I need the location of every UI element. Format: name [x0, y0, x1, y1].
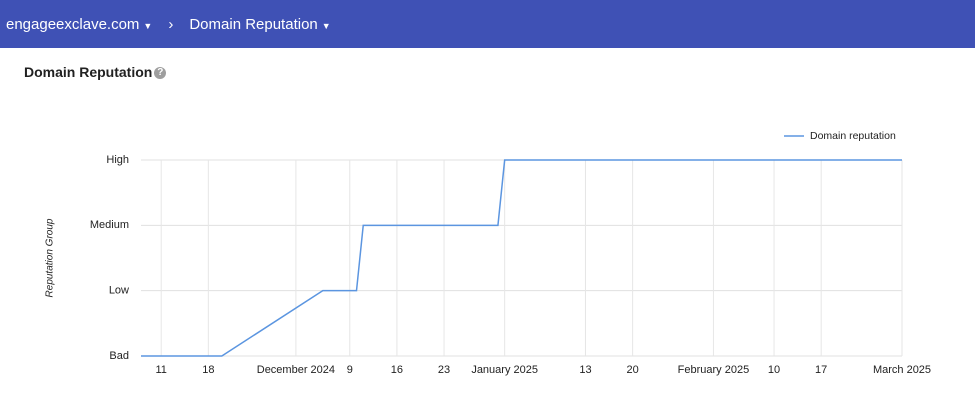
x-tick-label: 9: [347, 364, 353, 376]
x-tick-label: 16: [391, 364, 403, 376]
x-tick-label: March 2025: [873, 364, 931, 376]
x-tick-label: 13: [579, 364, 591, 376]
x-tick-label: December 2024: [257, 364, 335, 376]
x-tick-label: 10: [768, 364, 780, 376]
breadcrumb-separator: ›: [168, 15, 174, 33]
x-tick-label: January 2025: [471, 364, 538, 376]
site-name[interactable]: engageexclave.com: [6, 15, 140, 33]
page-selector[interactable]: Domain Reputation ▼: [189, 15, 331, 33]
page-name[interactable]: Domain Reputation: [189, 15, 318, 33]
y-tick-label: Bad: [109, 350, 129, 362]
section-title: Domain Reputation?: [24, 64, 167, 80]
y-tick-label: Low: [109, 285, 129, 297]
x-tick-label: 23: [438, 364, 450, 376]
site-selector[interactable]: engageexclave.com ▼: [6, 15, 153, 33]
x-tick-label: 18: [202, 364, 214, 376]
x-tick-label: 20: [626, 364, 638, 376]
chart: Bad Low Medium High 11 18 December 2024 9 16 23 Ja…: [45, 130, 931, 376]
legend-label: Domain reputation: [810, 130, 896, 142]
x-tick-label: 17: [815, 364, 827, 376]
y-axis-title: Reputation Group: [45, 218, 56, 297]
top-bar: engageexclave.com ▼ › Domain Reputation ▼: [0, 0, 975, 48]
section-title-text: Domain Reputation: [24, 64, 153, 80]
y-tick-label: Medium: [90, 219, 129, 231]
x-tick-label: February 2025: [678, 364, 750, 376]
data-line: [141, 159, 902, 357]
x-tick-label: 11: [155, 364, 166, 376]
y-tick-label: High: [106, 154, 129, 166]
help-icon[interactable]: ?: [154, 67, 167, 79]
